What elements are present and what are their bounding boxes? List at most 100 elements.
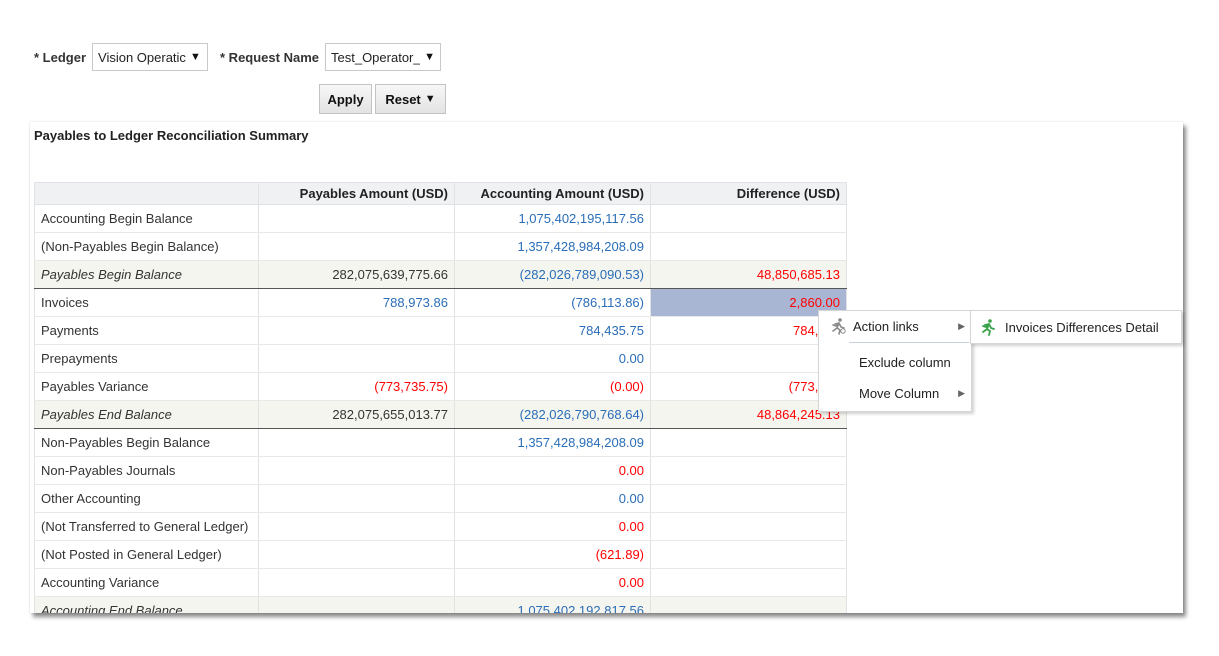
column-header-payables[interactable]: Payables Amount (USD) [258,182,455,205]
accounting-cell[interactable]: (0.00) [454,372,651,401]
table-row: Non-Payables Begin Balance 1,357,428,984… [34,428,847,457]
table-row-subtotal: Payables End Balance 282,075,655,013.77 … [34,400,847,429]
payables-cell [258,512,455,541]
accounting-cell[interactable]: (621.89) [454,540,651,569]
payables-cell [258,484,455,513]
report-title: Payables to Ledger Reconciliation Summar… [34,128,309,143]
difference-cell[interactable]: ( [650,344,847,373]
row-label: Accounting Variance [34,568,259,597]
row-label: (Non-Payables Begin Balance) [34,232,259,261]
ledger-label: * Ledger [34,49,87,65]
difference-cell: 48,864,245.13 [650,400,847,429]
row-label: Other Accounting [34,484,259,513]
menu-item-label: Move Column [859,385,940,401]
prompts-bar: * Ledger Vision Operatic ▼ * Request Nam… [34,42,453,72]
payables-cell [258,540,455,569]
table-row: Accounting Begin Balance 1,075,402,195,1… [34,204,847,233]
request-name-select-value: Test_Operator_ [331,49,421,65]
accounting-cell[interactable]: 1,357,428,984,208.09 [454,428,651,457]
row-label: Accounting End Balance [34,596,259,613]
difference-cell [650,428,847,457]
row-label: Payables Variance [34,372,259,401]
row-label: Non-Payables Journals [34,456,259,485]
payables-cell: 282,075,639,775.66 [258,260,455,289]
accounting-cell[interactable]: 1,075,402,195,117.56 [454,204,651,233]
difference-cell [650,512,847,541]
accounting-cell[interactable]: (282,026,790,768.64) [454,400,651,429]
row-label: Non-Payables Begin Balance [34,428,259,457]
table-header-row: Payables Amount (USD) Accounting Amount … [34,182,847,205]
running-man-icon [982,319,995,336]
payables-cell [258,568,455,597]
submenu-item-invoices-differences-detail[interactable]: Invoices Differences Detail [971,311,1181,343]
reconciliation-table: Payables Amount (USD) Accounting Amount … [34,182,847,613]
accounting-cell[interactable]: (282,026,789,090.53) [454,260,651,289]
difference-cell-selected[interactable]: 2,860.00 [650,288,847,317]
payables-cell[interactable]: 788,973.86 [258,288,455,317]
action-links-submenu: Invoices Differences Detail [970,310,1182,344]
chevron-down-icon: ▼ [424,51,435,63]
accounting-cell[interactable]: 784,435.75 [454,316,651,345]
difference-cell: 48,850,685.13 [650,260,847,289]
payables-cell [258,428,455,457]
chevron-right-icon: ▶ [958,320,965,331]
row-label: (Not Transferred to General Ledger) [34,512,259,541]
accounting-cell[interactable]: 1,357,428,984,208.09 [454,232,651,261]
payables-cell [258,596,455,613]
difference-cell [650,596,847,613]
apply-button[interactable]: Apply [319,84,372,114]
accounting-cell[interactable]: (786,113.86) [454,288,651,317]
accounting-cell[interactable]: 0.00 [454,484,651,513]
payables-cell [258,204,455,233]
row-label: (Not Posted in General Ledger) [34,540,259,569]
column-header-accounting[interactable]: Accounting Amount (USD) [454,182,651,205]
menu-item-exclude-column[interactable]: Exclude column [819,349,971,375]
accounting-cell[interactable]: 0.00 [454,456,651,485]
difference-cell [650,568,847,597]
accounting-cell[interactable]: 1,075,402,192,817.56 [454,596,651,613]
ledger-select[interactable]: Vision Operatic ▼ [92,43,209,71]
table-row: Payments 784,435.75 784,435 [34,316,847,345]
running-man-icon [832,318,846,335]
table-row: Prepayments 0.00 ( [34,344,847,373]
menu-item-action-links[interactable]: Action links ▶ [819,313,971,339]
table-row-subtotal: Accounting End Balance 1,075,402,192,817… [34,596,847,613]
request-name-label: * Request Name [220,49,319,65]
table-row: (Not Posted in General Ledger) (621.89) [34,540,847,569]
column-header-difference[interactable]: Difference (USD) [650,182,847,205]
payables-cell[interactable]: (773,735.75) [258,372,455,401]
menu-item-label: Exclude column [859,354,951,370]
menu-item-label: Action links [853,318,919,334]
row-label: Invoices [34,288,259,317]
menu-item-move-column[interactable]: Move Column ▶ [819,380,971,406]
submenu-item-label: Invoices Differences Detail [1005,319,1159,335]
table-row: (Non-Payables Begin Balance) 1,357,428,9… [34,232,847,261]
report-panel: Payables to Ledger Reconciliation Summar… [30,122,1183,613]
chevron-down-icon: ▼ [189,51,201,63]
apply-button-label: Apply [327,91,364,107]
reset-button[interactable]: Reset ▼ [375,84,446,114]
accounting-cell[interactable]: 0.00 [454,568,651,597]
request-name-select[interactable]: Test_Operator_ ▼ [325,43,441,71]
chevron-down-icon: ▼ [424,93,436,105]
difference-cell [650,484,847,513]
payables-cell: 282,075,655,013.77 [258,400,455,429]
payables-cell [258,344,455,373]
difference-cell [650,232,847,261]
row-label: Payments [34,316,259,345]
table-row: Accounting Variance 0.00 [34,568,847,597]
difference-cell [650,456,847,485]
column-header [34,182,259,205]
table-row: (Not Transferred to General Ledger) 0.00 [34,512,847,541]
row-label: Prepayments [34,344,259,373]
accounting-cell[interactable]: 0.00 [454,512,651,541]
row-label: Accounting Begin Balance [34,204,259,233]
reset-button-label: Reset [385,91,421,107]
menu-divider [849,342,969,343]
row-label: Payables End Balance [34,400,259,429]
chevron-right-icon: ▶ [958,387,965,398]
row-label: Payables Begin Balance [34,260,259,289]
payables-cell [258,316,455,345]
accounting-cell[interactable]: 0.00 [454,344,651,373]
table-row-subtotal: Payables Begin Balance 282,075,639,775.6… [34,260,847,289]
